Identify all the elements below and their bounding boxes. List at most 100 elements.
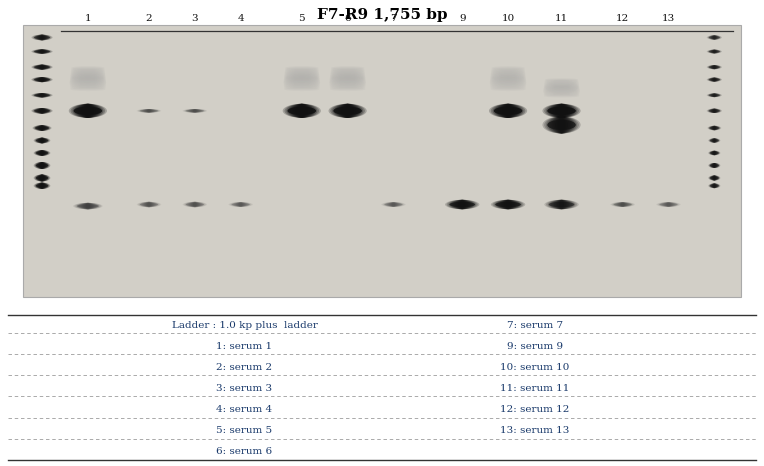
Ellipse shape <box>707 50 721 54</box>
Ellipse shape <box>299 104 305 118</box>
Ellipse shape <box>70 74 105 77</box>
Ellipse shape <box>617 202 629 207</box>
Ellipse shape <box>31 108 53 114</box>
Ellipse shape <box>447 200 478 209</box>
Ellipse shape <box>711 151 718 155</box>
Ellipse shape <box>34 175 50 181</box>
Ellipse shape <box>493 104 523 118</box>
Ellipse shape <box>667 202 670 207</box>
Ellipse shape <box>711 163 717 168</box>
Ellipse shape <box>32 49 52 54</box>
Ellipse shape <box>709 36 720 39</box>
Ellipse shape <box>711 109 717 113</box>
Ellipse shape <box>490 75 526 79</box>
Ellipse shape <box>77 203 99 209</box>
Ellipse shape <box>238 202 244 207</box>
Ellipse shape <box>710 139 719 142</box>
Ellipse shape <box>70 76 105 80</box>
Ellipse shape <box>40 183 44 189</box>
Ellipse shape <box>34 94 50 96</box>
Ellipse shape <box>37 175 47 181</box>
Ellipse shape <box>37 183 47 189</box>
Ellipse shape <box>35 34 49 40</box>
Ellipse shape <box>712 35 717 40</box>
Ellipse shape <box>619 202 626 207</box>
Ellipse shape <box>552 104 571 118</box>
Ellipse shape <box>711 138 718 143</box>
Ellipse shape <box>458 200 466 209</box>
Ellipse shape <box>36 125 48 131</box>
Ellipse shape <box>286 104 317 118</box>
Ellipse shape <box>491 71 525 74</box>
Ellipse shape <box>544 93 579 96</box>
Ellipse shape <box>656 202 681 207</box>
Ellipse shape <box>506 200 510 209</box>
Ellipse shape <box>86 203 90 209</box>
Ellipse shape <box>283 104 321 118</box>
Ellipse shape <box>38 162 46 169</box>
Ellipse shape <box>189 109 200 113</box>
Ellipse shape <box>70 84 105 88</box>
Ellipse shape <box>39 162 45 169</box>
Ellipse shape <box>710 151 719 155</box>
Ellipse shape <box>83 104 92 118</box>
Text: 2: serum 2: 2: serum 2 <box>216 363 273 372</box>
Ellipse shape <box>546 104 577 118</box>
Ellipse shape <box>330 88 365 91</box>
Ellipse shape <box>186 203 204 206</box>
Ellipse shape <box>494 200 522 209</box>
Ellipse shape <box>709 77 720 82</box>
Ellipse shape <box>493 200 523 209</box>
Ellipse shape <box>297 104 306 118</box>
Ellipse shape <box>456 200 468 209</box>
Ellipse shape <box>712 50 717 54</box>
Text: 11: serum 11: 11: serum 11 <box>500 384 569 393</box>
Ellipse shape <box>392 202 395 207</box>
Ellipse shape <box>283 82 320 85</box>
Ellipse shape <box>712 126 717 130</box>
Ellipse shape <box>70 73 105 76</box>
Ellipse shape <box>620 202 626 207</box>
Ellipse shape <box>543 88 580 90</box>
Ellipse shape <box>494 107 523 115</box>
Ellipse shape <box>235 202 247 207</box>
Ellipse shape <box>34 162 50 169</box>
Ellipse shape <box>284 86 319 90</box>
Ellipse shape <box>713 184 716 188</box>
Ellipse shape <box>558 104 565 118</box>
Ellipse shape <box>714 184 715 188</box>
Ellipse shape <box>38 137 46 144</box>
Ellipse shape <box>490 84 526 88</box>
Ellipse shape <box>500 200 516 209</box>
Ellipse shape <box>490 72 526 75</box>
Ellipse shape <box>34 34 50 40</box>
Ellipse shape <box>714 93 715 97</box>
Ellipse shape <box>235 202 246 207</box>
Ellipse shape <box>141 202 157 207</box>
Ellipse shape <box>713 35 716 40</box>
Ellipse shape <box>37 125 47 131</box>
Ellipse shape <box>40 162 44 169</box>
Ellipse shape <box>660 202 677 207</box>
Ellipse shape <box>450 200 474 209</box>
Ellipse shape <box>40 108 44 114</box>
Ellipse shape <box>345 104 351 118</box>
Ellipse shape <box>388 202 399 207</box>
Ellipse shape <box>184 202 206 207</box>
Ellipse shape <box>237 202 244 207</box>
Ellipse shape <box>547 107 576 115</box>
Ellipse shape <box>542 104 581 118</box>
Ellipse shape <box>558 200 565 209</box>
Ellipse shape <box>143 109 155 113</box>
Ellipse shape <box>186 202 203 207</box>
Ellipse shape <box>78 104 98 118</box>
Ellipse shape <box>614 202 631 207</box>
Ellipse shape <box>384 203 403 206</box>
Ellipse shape <box>35 175 49 181</box>
Ellipse shape <box>505 104 511 118</box>
Ellipse shape <box>713 109 716 113</box>
Ellipse shape <box>711 35 718 40</box>
Ellipse shape <box>708 50 720 54</box>
Ellipse shape <box>40 93 44 97</box>
Ellipse shape <box>712 151 717 155</box>
